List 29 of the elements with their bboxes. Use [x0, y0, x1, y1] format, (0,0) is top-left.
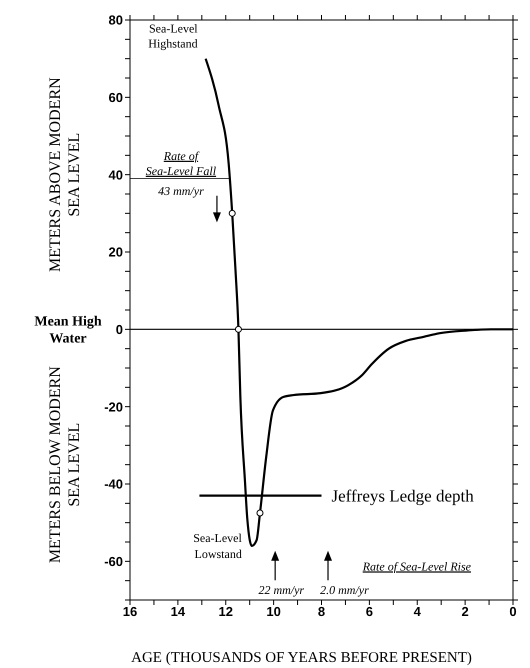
y-tick-label: 0	[116, 322, 123, 337]
y-tick-label: 60	[108, 90, 123, 105]
annotation: 2.0 mm/yr	[320, 583, 370, 598]
ref-line-label: Mean High Water	[34, 314, 102, 346]
y-axis-title: METERS ABOVE MODERN SEA LEVEL	[47, 76, 83, 272]
annotation: Rate of Sea-Level Rise	[362, 559, 472, 574]
annotation: Rate of Sea-Level Fall	[146, 148, 217, 178]
x-tick-label: 4	[414, 604, 422, 620]
annotation: 43 mm/yr	[158, 184, 204, 198]
y-tick-label: 40	[108, 167, 123, 182]
y-tick-label: -40	[104, 476, 123, 492]
y-tick-label: -20	[104, 399, 123, 414]
x-axis-title: AGE (THOUSANDS OF YEARS BEFORE PRESENT)	[131, 650, 472, 666]
x-tick-label: 16	[122, 604, 138, 620]
x-tick-label: 14	[170, 604, 186, 620]
x-tick-label: 12	[218, 604, 233, 620]
x-tick-label: 10	[266, 604, 281, 620]
annotation: Sea-Level Highstand	[148, 22, 198, 51]
annotation: 22 mm/yr	[258, 583, 304, 598]
annotation: Sea-Level Lowstand	[193, 530, 243, 561]
y-tick-label: 80	[108, 12, 123, 28]
x-tick-label: 8	[318, 604, 326, 620]
y-tick-label: -60	[104, 554, 123, 569]
legend-label: Jeffreys Ledge depth	[332, 486, 474, 506]
x-tick-label: 0	[509, 604, 517, 620]
text: METERS BELOW MODERN SEA LEVEL	[47, 366, 83, 564]
y-tick-label: 20	[108, 244, 123, 260]
x-tick-label: 2	[462, 604, 469, 620]
x-tick-label: 6	[366, 604, 373, 620]
